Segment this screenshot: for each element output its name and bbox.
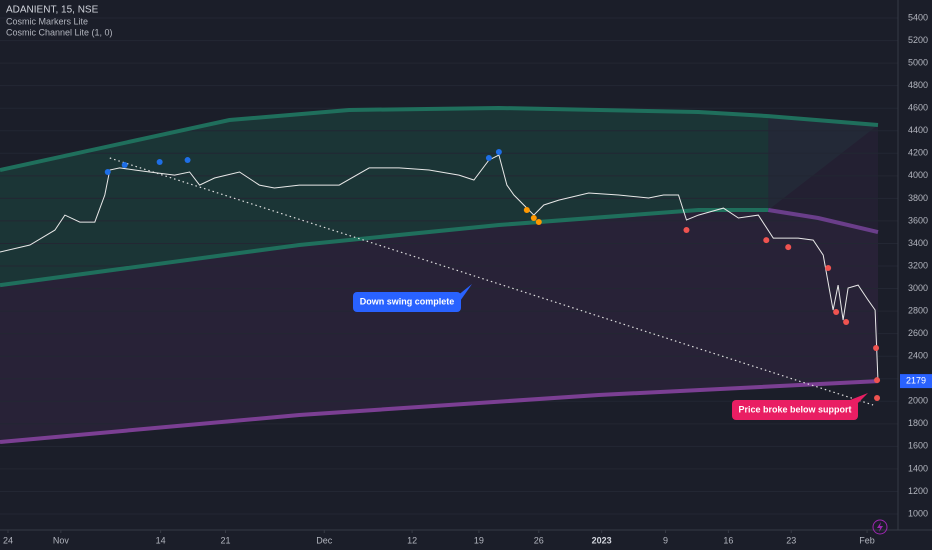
y-tick-label: 1800 [908,418,928,428]
channel-fill-top [768,116,879,233]
alert-icon[interactable] [872,519,888,535]
indicator-label: Cosmic Channel Lite (1, 0) [6,27,113,37]
callout: Down swing complete [353,284,472,312]
marker [785,244,792,251]
callout-text: Price broke below support [738,404,851,414]
x-tick-label: 14 [156,535,166,545]
x-tick-label: 24 [3,535,13,545]
callout-box [353,292,461,312]
indicator-label: Cosmic Markers Lite [6,16,88,26]
callout-box [732,400,858,420]
marker [535,219,542,226]
x-tick-label: Nov [53,535,70,545]
marker [874,395,881,402]
price-line [0,154,879,382]
callout: Price broke below support [732,393,868,420]
x-tick-label: 9 [663,535,668,545]
marker [523,206,530,213]
y-tick-label: 5000 [908,57,928,67]
callout-pointer [845,393,868,406]
y-tick-label: 3000 [908,283,928,293]
x-tick-label: 12 [407,535,417,545]
y-tick-label: 2600 [908,328,928,338]
y-tick-label: 2800 [908,305,928,315]
y-tick-label: 4600 [908,103,928,113]
channel-line [0,208,769,288]
channel-fill-upper [0,108,878,286]
marker [530,214,537,221]
marker [833,309,840,316]
y-tick-label: 1600 [908,441,928,451]
x-tick-label: 21 [220,535,230,545]
y-tick-label: 4400 [908,125,928,135]
x-tick-label: Dec [316,535,333,545]
plot-area [0,17,898,515]
y-tick-label: 4000 [908,170,928,180]
x-tick-label: 23 [786,535,796,545]
alert-icon-bolt [877,522,883,532]
channel-line [767,208,879,235]
trendline [109,157,874,406]
x-tick-label: 26 [534,535,544,545]
last-price-label: 2179 [906,375,926,385]
marker [121,162,128,169]
y-tick-label: 3800 [908,193,928,203]
channel-line [0,105,879,172]
x-tick-label: 16 [723,535,733,545]
y-tick-label: 3400 [908,238,928,248]
x-tick-label: 19 [474,535,484,545]
last-price-box [900,374,932,389]
y-tick-label: 5200 [908,35,928,45]
marker [874,377,881,384]
channel-fill-lower [0,210,878,442]
marker [873,344,880,351]
marker [184,157,191,164]
y-tick-label: 2000 [908,396,928,406]
channel-line [0,379,879,444]
marker [104,169,111,176]
marker [763,237,770,244]
marker [825,265,832,272]
y-tick-label: 5400 [908,12,928,22]
symbol-title: ADANIENT, 15, NSE [6,5,99,16]
x-tick-label: Feb [859,535,875,545]
y-tick-label: 3200 [908,260,928,270]
marker [683,227,690,234]
marker [843,319,850,326]
y-tick-label: 1400 [908,463,928,473]
x-tick-label: 2023 [592,535,612,545]
y-tick-label: 2400 [908,351,928,361]
marker [495,149,502,156]
marker [156,158,163,165]
y-tick-label: 3600 [908,215,928,225]
y-tick-label: 4200 [908,148,928,158]
callout-pointer [452,284,472,304]
marker [485,155,492,162]
y-tick-label: 1000 [908,508,928,518]
callout-text: Down swing complete [360,296,455,306]
y-tick-label: 4800 [908,80,928,90]
y-tick-label: 1200 [908,486,928,496]
